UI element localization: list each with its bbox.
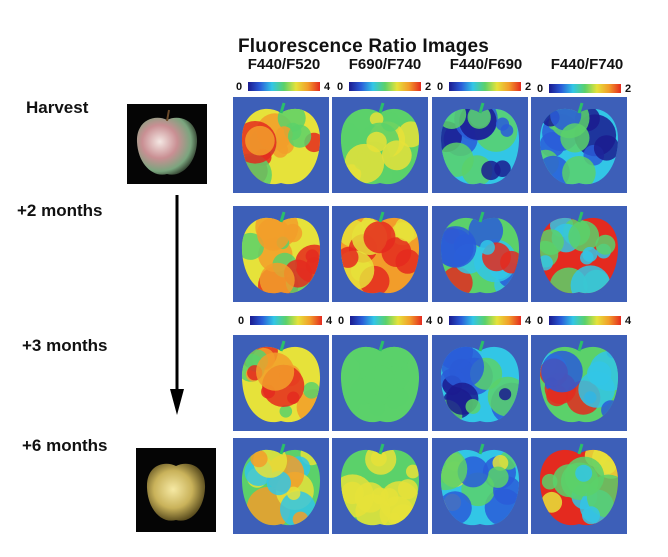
scale-gradient [248,82,320,91]
fluorescence-panel-r4-c2 [332,438,428,534]
fluorescence-panel-r3-c4 [531,335,627,431]
scale-min: 0 [338,315,345,327]
color-scale-top-4: 0 2 [537,82,647,96]
scale-gradient [349,82,421,91]
fluorescence-panel-r1-c1 [233,97,329,193]
color-scale-mid-1: 0 4 [238,314,348,328]
scale-gradient [549,84,621,93]
apple-photo-6-months [136,448,216,532]
scale-gradient [449,316,521,325]
column-header-f440-f520: F440/F520 [247,56,321,73]
fluorescence-panel-r4-c3 [432,438,528,534]
color-scale-mid-3: 0 4 [437,314,547,328]
fluorescence-panel-r3-c2 [332,335,428,431]
scale-max: 2 [425,81,432,93]
scale-min: 0 [238,315,245,327]
fluorescence-panel-r2-c3 [432,206,528,302]
color-scale-top-1: 0 4 [236,80,346,94]
column-header-f440-f690: F440/F690 [449,56,523,73]
scale-min: 0 [337,81,344,93]
fluorescence-panel-r4-c1 [233,438,329,534]
scale-max: 4 [426,315,433,327]
row-label-2-months: +2 months [17,201,103,220]
apple-photo-harvest [127,104,207,184]
scale-gradient [449,82,521,91]
scale-gradient [250,316,322,325]
fluorescence-panel-r2-c2 [332,206,428,302]
scale-max: 2 [525,81,532,93]
fluorescence-panel-r1-c3 [432,97,528,193]
scale-min: 0 [437,315,444,327]
row-label-6-months: +6 months [22,436,108,455]
fluorescence-panel-r1-c2 [332,97,428,193]
scale-gradient [350,316,422,325]
scale-min: 0 [537,315,544,327]
scale-min: 0 [437,81,444,93]
fluorescence-panel-r2-c4 [531,206,627,302]
fluorescence-panel-r3-c3 [432,335,528,431]
scale-max: 4 [324,81,331,93]
figure-title: Fluorescence Ratio Images [238,36,490,57]
fluorescence-panel-r2-c1 [233,206,329,302]
scale-max: 4 [326,315,333,327]
fluorescence-panel-r3-c1 [233,335,329,431]
scale-max: 4 [525,315,532,327]
column-header-f440-f740: F440/F740 [550,56,624,73]
color-scale-top-3: 0 2 [437,80,547,94]
scale-max: 2 [625,83,632,95]
timeline-arrow-icon [170,195,184,415]
fluorescence-panel-r4-c4 [531,438,627,534]
color-scale-mid-4: 0 4 [537,314,647,328]
scale-min: 0 [236,81,243,93]
row-label-3-months: +3 months [22,336,108,355]
scale-min: 0 [537,83,544,95]
column-header-f690-f740: F690/F740 [348,56,422,73]
color-scale-top-2: 0 2 [337,80,447,94]
scale-max: 4 [625,315,632,327]
scale-gradient [549,316,621,325]
row-label-harvest: Harvest [26,98,89,117]
color-scale-mid-2: 0 4 [338,314,448,328]
fluorescence-panel-r1-c4 [531,97,627,193]
